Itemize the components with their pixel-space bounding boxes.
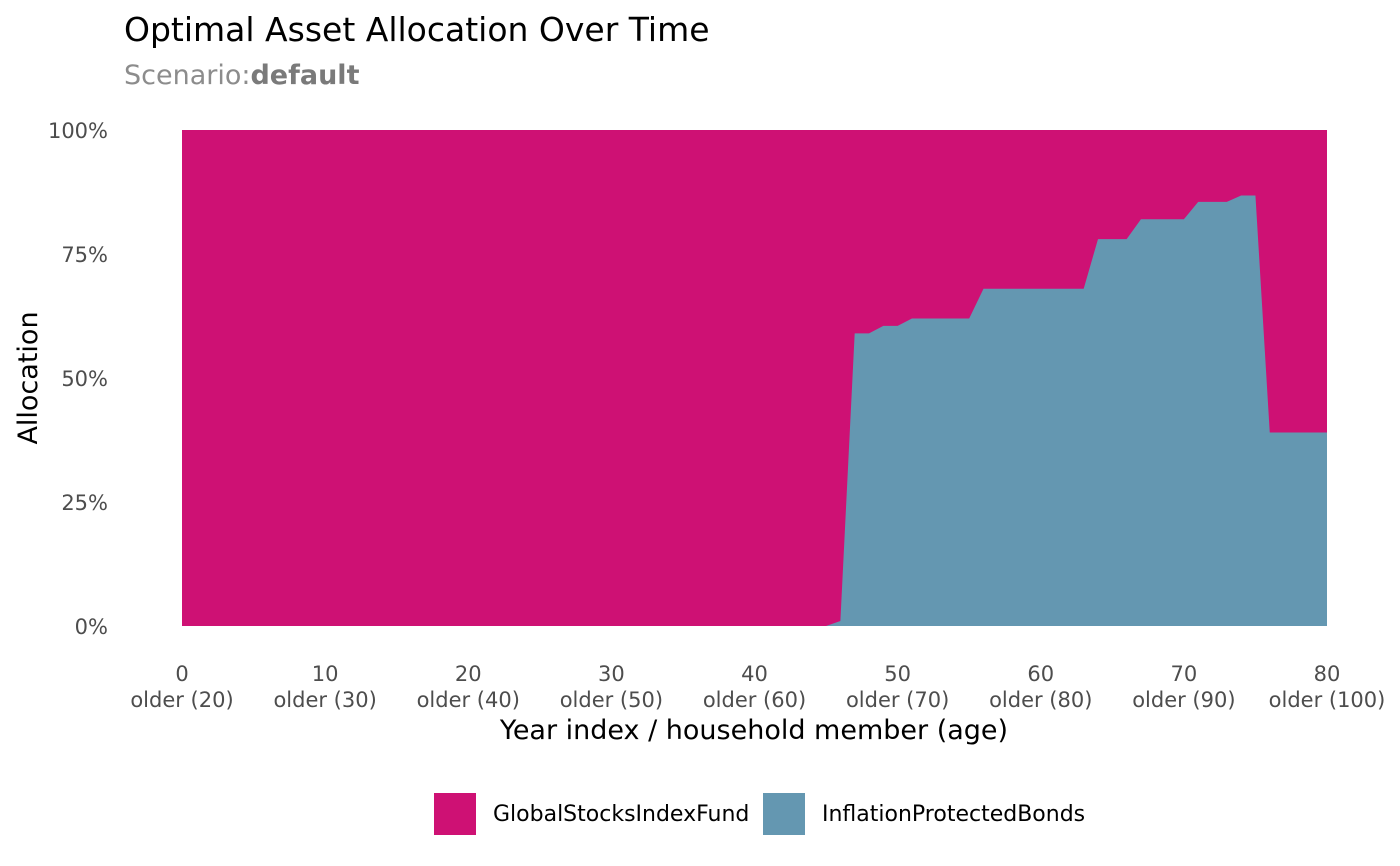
x-tick-sublabel: older (20) <box>130 688 233 712</box>
x-tick-label: 20 <box>455 662 482 686</box>
legend-label-stocks: GlobalStocksIndexFund <box>493 802 749 827</box>
legend-swatch-stocks <box>434 793 476 835</box>
y-tick-label: 0% <box>75 615 108 639</box>
legend-swatch-bonds <box>763 793 805 835</box>
x-tick-label: 50 <box>884 662 911 686</box>
x-tick-label: 10 <box>312 662 339 686</box>
legend: GlobalStocksIndexFund InflationProtected… <box>434 793 1085 835</box>
x-axis-title: Year index / household member (age) <box>499 715 1008 746</box>
x-tick-label: 80 <box>1314 662 1341 686</box>
x-tick-sublabel: older (50) <box>560 688 663 712</box>
x-tick-sublabel: older (80) <box>989 688 1092 712</box>
x-tick-sublabel: older (70) <box>846 688 949 712</box>
plot-area <box>182 130 1327 627</box>
chart-title: Optimal Asset Allocation Over Time <box>124 10 710 49</box>
y-tick-label: 100% <box>48 119 108 143</box>
x-tick-sublabel: older (40) <box>417 688 520 712</box>
x-tick-label: 0 <box>175 662 188 686</box>
x-tick-sublabel: older (30) <box>273 688 376 712</box>
y-tick-label: 75% <box>61 243 108 267</box>
y-axis-ticks: 0% 25% 50% 75% 100% <box>48 119 108 639</box>
chart-subtitle: Scenario:default <box>124 60 360 91</box>
x-tick-label: 40 <box>741 662 768 686</box>
y-axis-title: Allocation <box>13 311 44 444</box>
bonds-area <box>182 195 1327 627</box>
subtitle-value: default <box>250 60 359 91</box>
x-tick-label: 30 <box>598 662 625 686</box>
x-tick-sublabel: older (90) <box>1132 688 1235 712</box>
legend-label-bonds: InflationProtectedBonds <box>822 802 1085 827</box>
x-tick-label: 70 <box>1171 662 1198 686</box>
y-tick-label: 25% <box>61 491 108 515</box>
x-tick-sublabel: older (60) <box>703 688 806 712</box>
subtitle-prefix: Scenario: <box>124 60 250 91</box>
x-tick-label: 60 <box>1027 662 1054 686</box>
y-tick-label: 50% <box>61 367 108 391</box>
x-tick-sublabel: older (100) <box>1269 688 1386 712</box>
